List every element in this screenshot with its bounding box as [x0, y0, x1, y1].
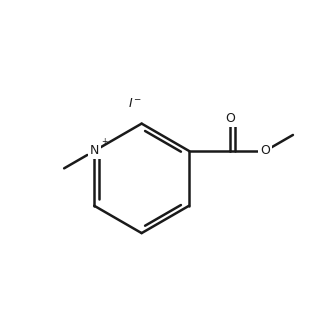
Text: I$^-$: I$^-$: [128, 97, 142, 110]
Text: O: O: [225, 113, 235, 125]
Text: $\mathregular{^+}$: $\mathregular{^+}$: [100, 137, 110, 147]
Text: N: N: [89, 145, 99, 157]
Text: O: O: [260, 145, 270, 157]
